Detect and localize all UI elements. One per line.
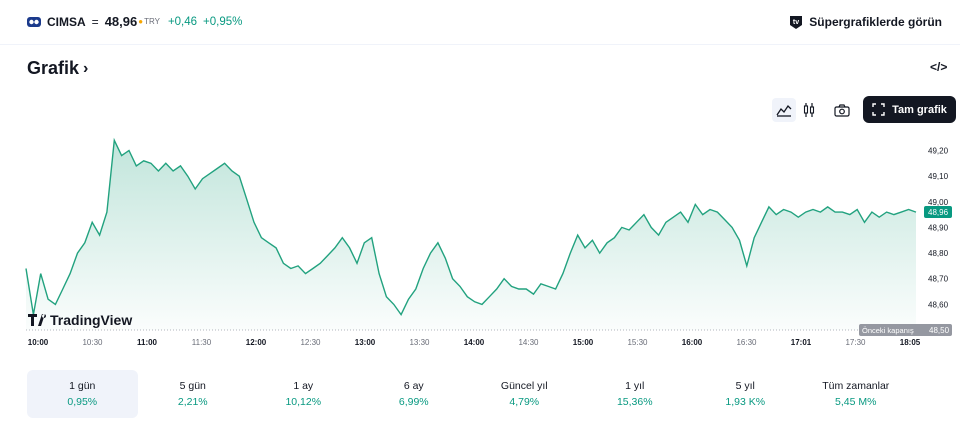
period-tab-label: Tüm zamanlar — [822, 380, 890, 392]
period-tab-change: 10,12% — [285, 396, 322, 408]
period-tab-change: 6,99% — [398, 396, 429, 408]
snapshot-button[interactable] — [830, 98, 854, 122]
price-chart[interactable]: 49,20 49,10 49,00 48,90 48,80 48,70 48,60 48,96… — [0, 130, 960, 352]
period-tab-change: 1,93 K% — [725, 396, 766, 408]
svg-text:tv: tv — [793, 19, 799, 26]
area-chart-icon — [776, 104, 792, 117]
x-tick-label: 18:05 — [900, 338, 921, 347]
y-tick-label: 48,80 — [928, 249, 949, 258]
period-tab[interactable]: 5 yıl 1,93 K% — [690, 370, 801, 418]
x-tick-label: 14:00 — [464, 338, 485, 347]
period-tab-label: 1 ay — [293, 380, 314, 392]
period-tab-label: 1 yıl — [625, 380, 645, 392]
period-tab[interactable]: 1 gün 0,95% — [27, 370, 138, 418]
period-tab[interactable]: 6 ay 6,99% — [359, 370, 470, 418]
period-selector: 1 gün 0,95% 5 gün 2,21% 1 ay 10,12% 6 ay 6,99% G… — [27, 370, 911, 418]
supercharts-link[interactable]: tv Süpergrafiklerde görün — [788, 14, 942, 30]
tradingview-logo-icon — [28, 314, 47, 326]
camera-icon — [834, 103, 850, 117]
period-tab-label: Güncel yıl — [500, 380, 548, 392]
top-bar: CIMSA = 48,96 ● TRY +0,46 +0,95% tv Süpe… — [0, 0, 960, 45]
y-tick-label: 48,90 — [928, 223, 949, 232]
period-tab[interactable]: Güncel yıl 4,79% — [469, 370, 580, 418]
x-tick-label: 15:30 — [627, 338, 648, 347]
x-tick-label: 17:30 — [845, 338, 866, 347]
y-tick-label: 48,70 — [928, 275, 949, 284]
section-title[interactable]: Grafik › — [27, 58, 88, 79]
price-change: +0,46 — [167, 15, 198, 28]
ticker-price: 48,96 — [104, 14, 138, 29]
candles-chart-style-button[interactable] — [797, 98, 821, 122]
x-tick-label: 11:00 — [137, 338, 158, 347]
period-tab-label: 5 yıl — [735, 380, 755, 392]
chevron-right-icon: › — [83, 59, 89, 77]
period-tab[interactable]: 1 ay 10,12% — [248, 370, 359, 418]
price-change-percent: +0,95% — [203, 15, 243, 28]
supercharts-link-label: Süpergrafiklerde görün — [809, 15, 942, 29]
y-tick-label: 49,10 — [928, 172, 949, 181]
period-tab-change: 0,95% — [67, 396, 98, 408]
period-tab[interactable]: 1 yıl 15,36% — [580, 370, 691, 418]
ticker-currency: TRY — [144, 17, 160, 26]
price-line — [25, 137, 917, 316]
x-tick-label: 14:30 — [518, 338, 539, 347]
company-logo-icon — [27, 16, 41, 27]
period-tab[interactable]: 5 gün 2,21% — [138, 370, 249, 418]
x-tick-label: 16:00 — [682, 338, 703, 347]
period-tab-label: 6 ay — [403, 380, 424, 392]
period-tab[interactable]: Tüm zamanlar 5,45 M% — [801, 370, 912, 418]
section-title-label: Grafik — [27, 58, 80, 78]
area-chart-style-button[interactable] — [772, 98, 796, 122]
ticker-symbol: CIMSA — [47, 14, 86, 29]
equals-sign: = — [91, 14, 99, 29]
x-tick-label: 13:00 — [355, 338, 376, 347]
y-tick-label: 49,20 — [928, 147, 949, 156]
x-tick-label: 17:01 — [791, 338, 812, 347]
x-tick-label: 16:30 — [736, 338, 757, 347]
full-chart-button[interactable]: Tam grafik — [863, 96, 956, 123]
x-tick-label: 12:30 — [300, 338, 321, 347]
period-tab-change: 2,21% — [177, 396, 208, 408]
x-tick-label: 15:00 — [573, 338, 594, 347]
chart-toolbar: Tam grafik — [0, 96, 960, 124]
embed-code-icon[interactable]: </> — [930, 60, 948, 74]
period-tab-change: 5,45 M% — [835, 396, 877, 408]
x-tick-label: 10:00 — [28, 338, 49, 347]
x-tick-label: 12:00 — [246, 338, 267, 347]
last-price-badge — [924, 206, 952, 219]
tradingview-badge-icon: tv — [790, 16, 803, 29]
x-tick-label: 10:30 — [82, 338, 103, 347]
previous-close-value: 48,50 — [929, 326, 950, 335]
tradingview-watermark: TradingView — [28, 312, 132, 328]
previous-close-badge — [859, 324, 952, 336]
x-tick-label: 11:30 — [192, 338, 212, 347]
ticker-summary[interactable]: CIMSA = 48,96 ● TRY +0,46 +0,95% — [27, 14, 248, 29]
watermark-text: TradingView — [50, 312, 132, 328]
period-tab-change: 4,79% — [509, 396, 540, 408]
fullscreen-icon — [872, 103, 885, 116]
price-area-fill — [26, 140, 916, 330]
previous-close-label: Önceki kapanış — [862, 326, 914, 335]
period-tab-label: 5 gün — [179, 380, 206, 392]
period-tab-label: 1 gün — [69, 380, 96, 392]
last-price-label: 48,96 — [928, 208, 949, 217]
full-chart-label: Tam grafik — [892, 103, 947, 116]
market-status-dot-icon: ● — [138, 17, 144, 26]
y-tick-label: 49,00 — [928, 198, 949, 207]
period-tab-change: 15,36% — [616, 396, 653, 408]
x-tick-label: 13:30 — [409, 338, 430, 347]
candlestick-icon — [803, 103, 815, 117]
y-tick-label: 48,60 — [928, 300, 949, 309]
